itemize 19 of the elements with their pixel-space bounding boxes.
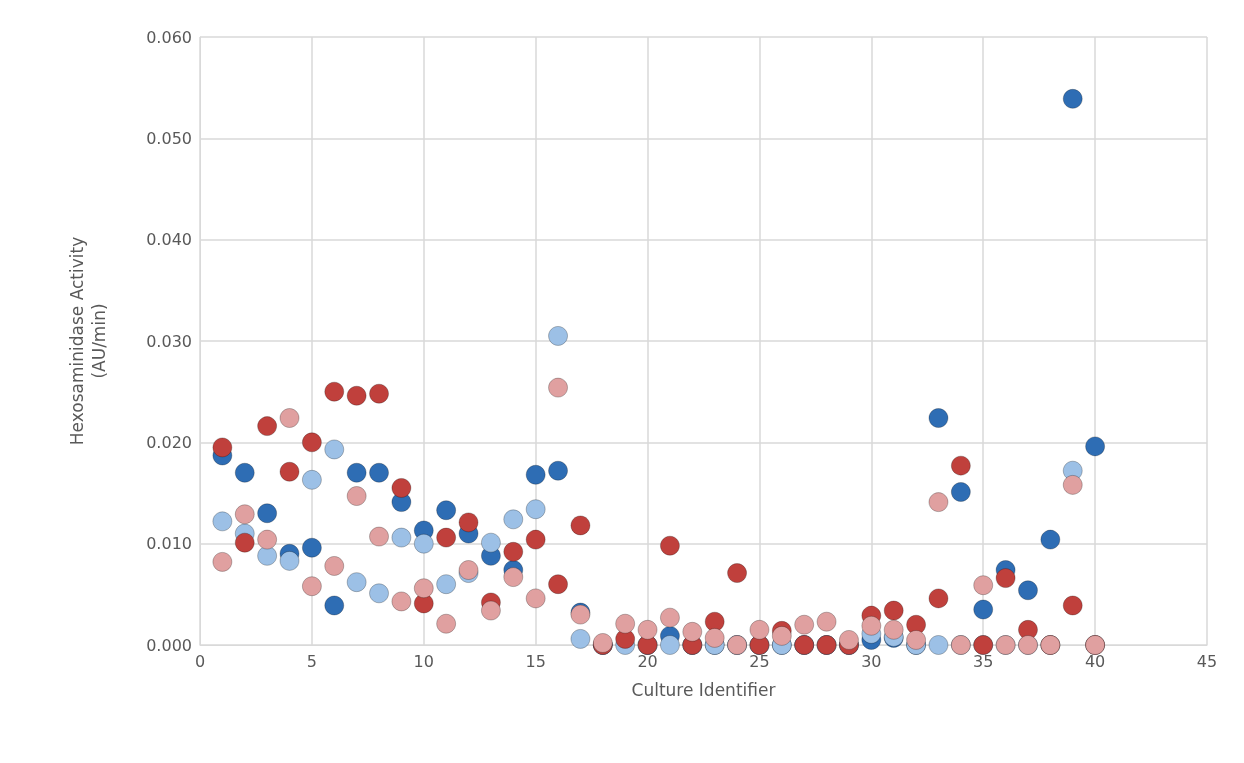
x-tick-label: 25 <box>749 651 770 671</box>
x-tick-label: 0 <box>194 651 206 671</box>
x-tick-label: 5 <box>306 651 317 671</box>
y-tick-label: 0.000 <box>146 635 192 655</box>
y-tick-label: 0.030 <box>146 331 192 351</box>
y-axis-title: Hexosaminidase Activity (AU/min) <box>67 236 109 446</box>
x-axis-title: Culture Identifier <box>631 680 776 700</box>
y-tick-label: 0.040 <box>146 230 192 250</box>
y-tick-label: 0.020 <box>146 432 192 452</box>
x-tick-label: 30 <box>861 651 882 671</box>
x-tick-label: 35 <box>973 651 994 671</box>
x-tick-label: 20 <box>637 651 658 671</box>
y-tick-label: 0.050 <box>146 128 192 148</box>
x-tick-label: 15 <box>525 651 546 671</box>
x-tick-label: 10 <box>413 651 434 671</box>
y-tick-label: 0.060 <box>146 27 192 47</box>
x-tick-label: 45 <box>1196 651 1218 671</box>
x-tick-label: 40 <box>1084 651 1106 671</box>
y-tick-label: 0.010 <box>146 534 192 554</box>
